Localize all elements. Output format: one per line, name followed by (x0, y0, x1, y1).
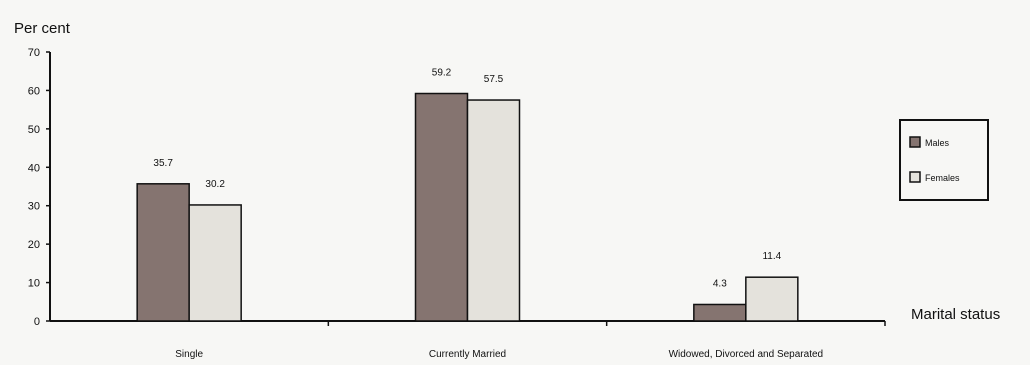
legend-swatch-males (909, 136, 921, 148)
bar-males-0 (136, 183, 190, 322)
category-label: Single (175, 349, 203, 360)
y-axis-label: Per cent (14, 20, 71, 37)
data-label-females-0: 30.2 (205, 179, 225, 190)
legend-label-males: Males (925, 138, 950, 148)
data-label-females-2: 11.4 (762, 251, 781, 262)
y-tick-label: 50 (28, 124, 40, 136)
legend-swatch-females (909, 171, 921, 183)
data-label-males-2: 4.3 (713, 278, 727, 289)
data-label-males-0: 35.7 (153, 158, 173, 169)
category-label: Currently Married (429, 349, 506, 360)
y-tick-label: 60 (28, 85, 40, 97)
legend: Males Females (899, 119, 989, 201)
bar-females-2 (745, 276, 799, 322)
bar-females-1 (466, 99, 521, 322)
y-tick-label: 30 (28, 201, 40, 213)
legend-box (899, 119, 989, 201)
category-label: Widowed, Divorced and Separated (669, 349, 824, 360)
y-tick-label: 40 (28, 162, 40, 174)
y-tick-label: 20 (28, 239, 40, 251)
y-tick-label: 70 (28, 47, 40, 59)
y-tick-label: 0 (34, 316, 40, 328)
legend-label-females: Females (925, 173, 960, 183)
bar-males-1 (414, 92, 469, 322)
data-label-females-1: 57.5 (484, 74, 504, 85)
x-axis-label: Marital status (911, 306, 1000, 323)
bar-females-0 (188, 204, 242, 322)
bars: 35.7 30.2 59.2 57.5 4.3 11.4 (136, 68, 799, 322)
data-label-males-1: 59.2 (432, 68, 452, 79)
bar-males-2 (693, 303, 747, 322)
y-tick-label: 10 (28, 278, 40, 290)
